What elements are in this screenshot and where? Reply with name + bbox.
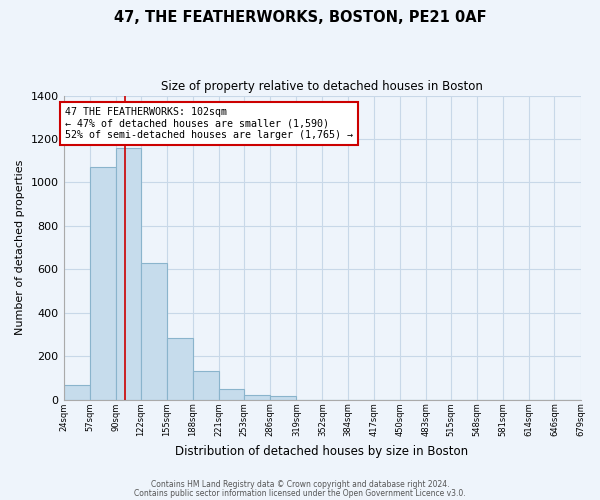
Bar — [141, 262, 167, 400]
Bar — [64, 386, 89, 400]
Bar — [193, 372, 219, 400]
Text: Contains public sector information licensed under the Open Government Licence v3: Contains public sector information licen… — [134, 488, 466, 498]
Bar — [219, 389, 244, 400]
Bar — [271, 396, 296, 400]
Bar — [116, 148, 141, 400]
Bar — [89, 167, 116, 400]
Text: 47 THE FEATHERWORKS: 102sqm
← 47% of detached houses are smaller (1,590)
52% of : 47 THE FEATHERWORKS: 102sqm ← 47% of det… — [65, 107, 353, 140]
Bar — [167, 338, 193, 400]
Y-axis label: Number of detached properties: Number of detached properties — [15, 160, 25, 335]
Title: Size of property relative to detached houses in Boston: Size of property relative to detached ho… — [161, 80, 483, 93]
Text: 47, THE FEATHERWORKS, BOSTON, PE21 0AF: 47, THE FEATHERWORKS, BOSTON, PE21 0AF — [113, 10, 487, 25]
X-axis label: Distribution of detached houses by size in Boston: Distribution of detached houses by size … — [175, 444, 469, 458]
Bar — [244, 395, 271, 400]
Text: Contains HM Land Registry data © Crown copyright and database right 2024.: Contains HM Land Registry data © Crown c… — [151, 480, 449, 489]
